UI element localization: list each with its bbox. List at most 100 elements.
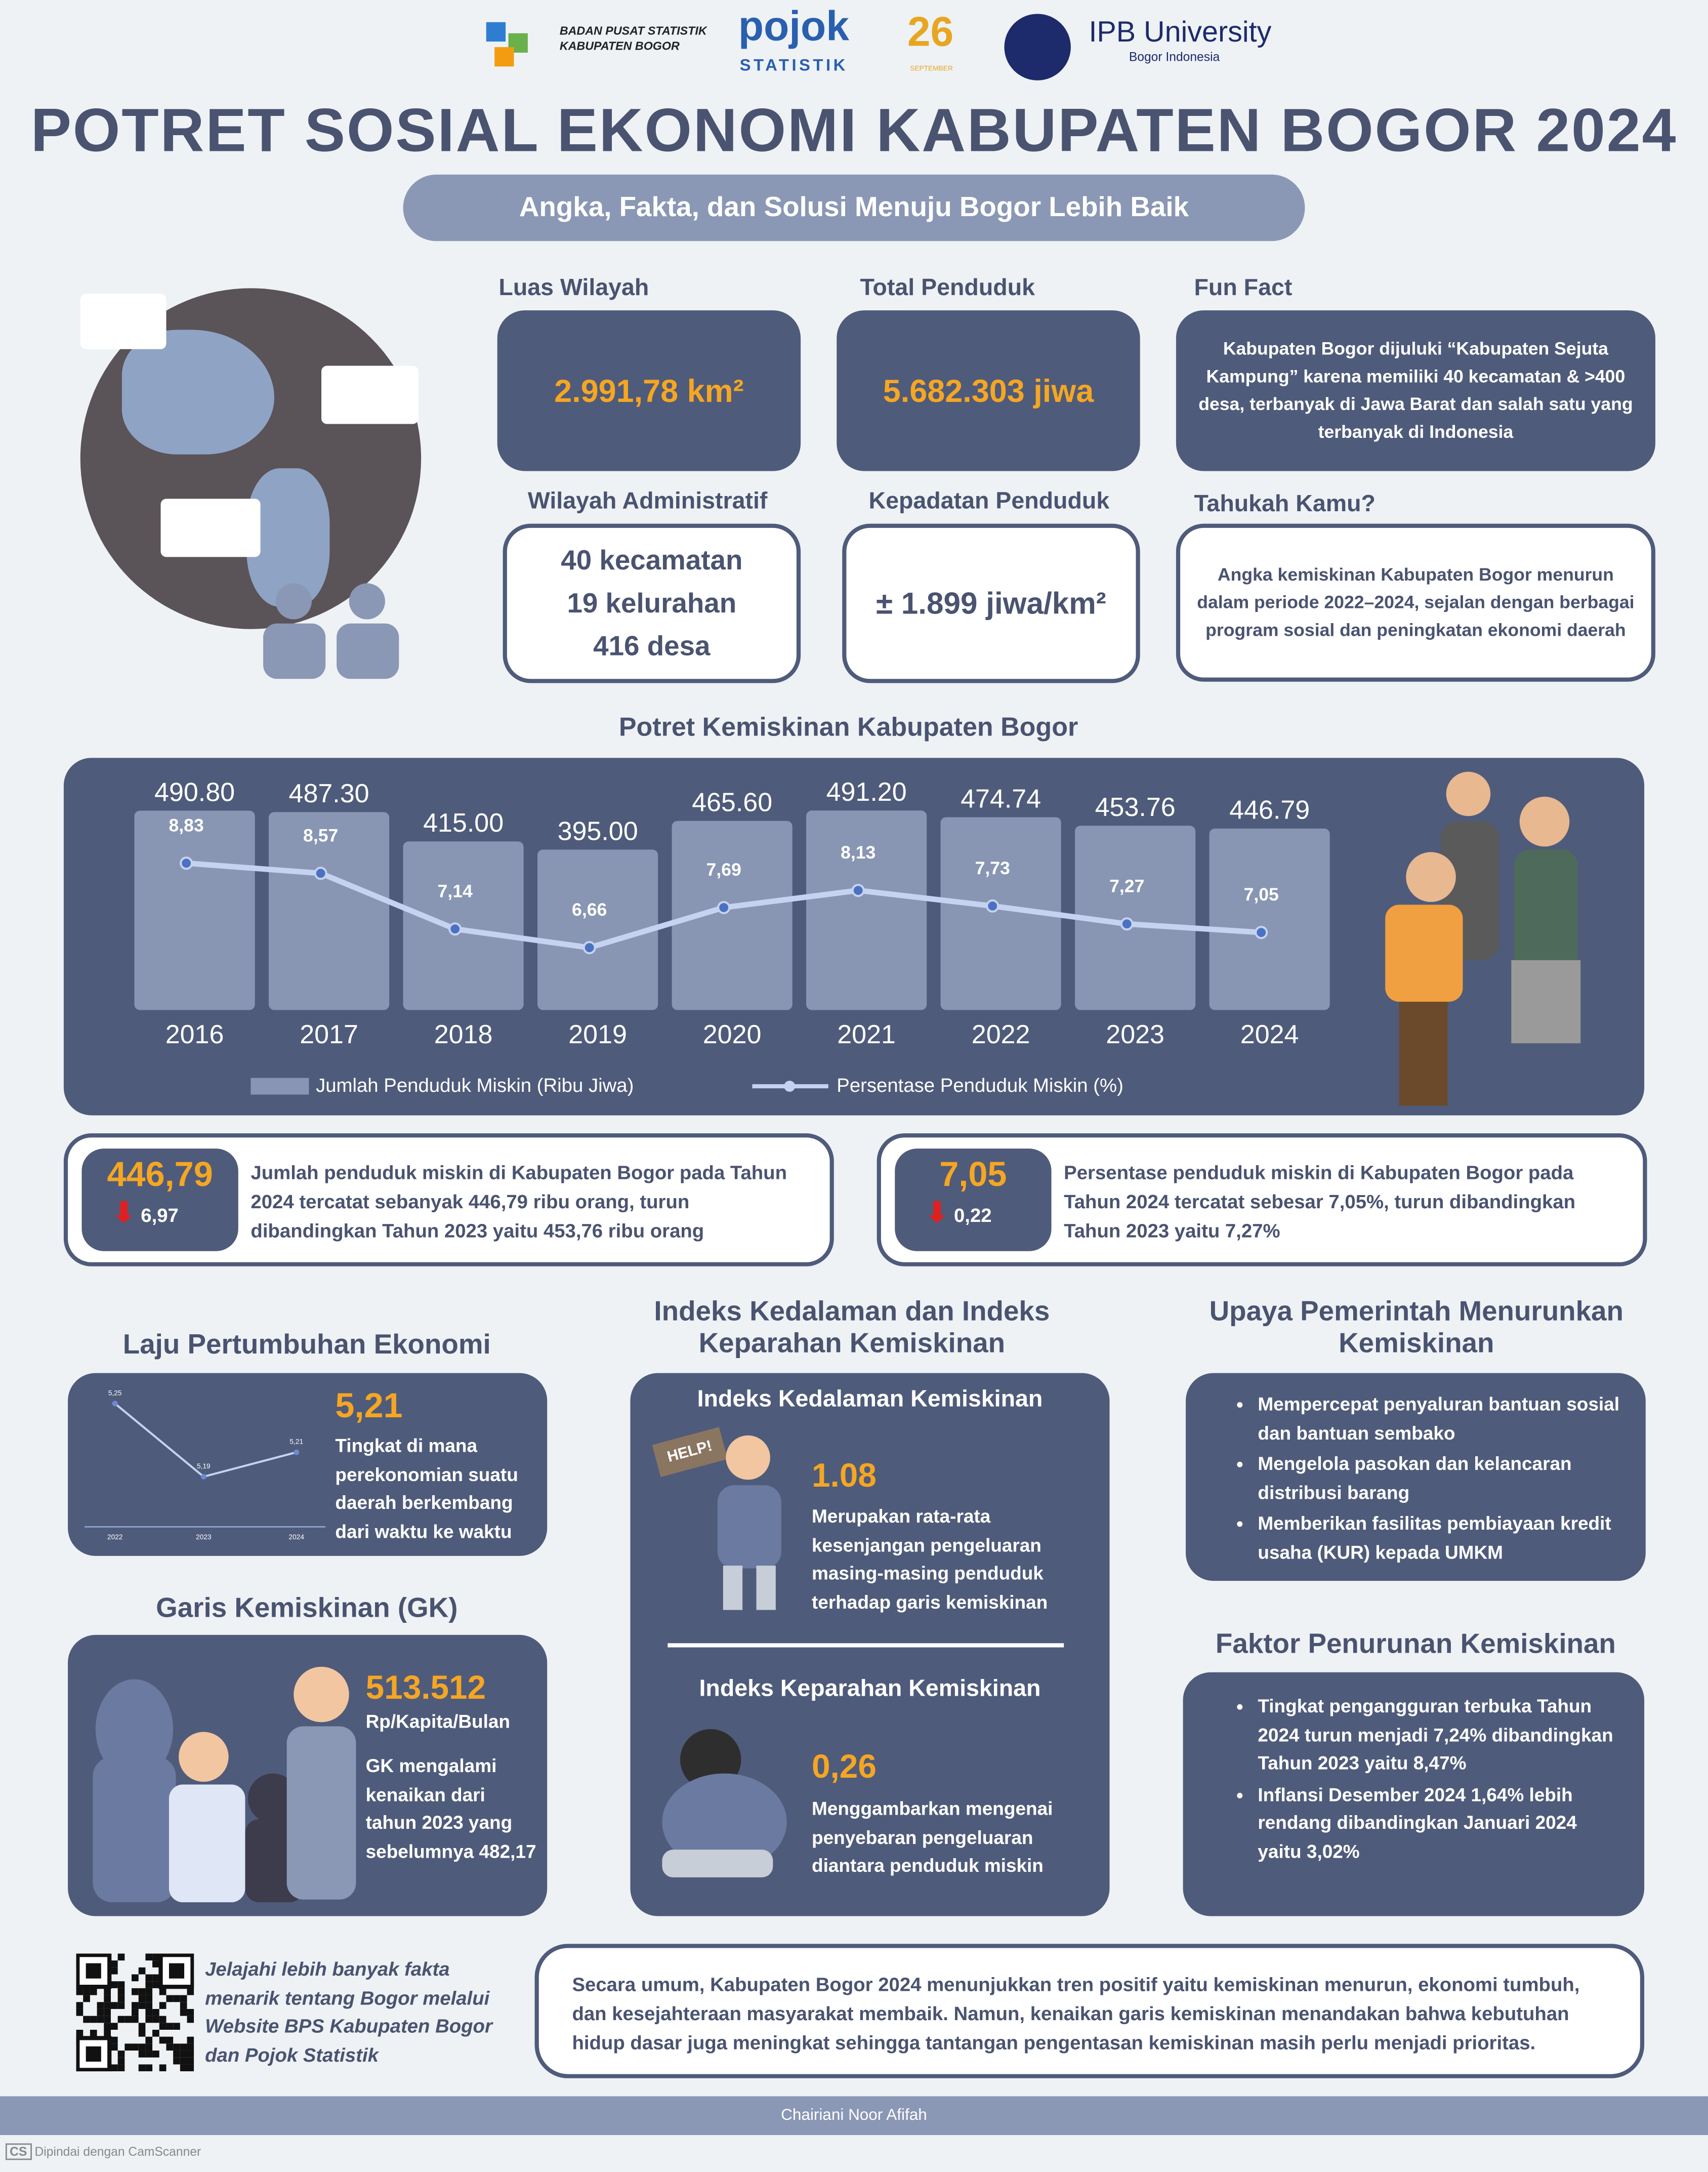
qr-module: [117, 1988, 125, 1995]
chart-title: Potret Kemiskinan Kabupaten Bogor: [618, 713, 1078, 743]
qr-module: [104, 1988, 111, 1995]
qr-module: [104, 1995, 111, 2002]
people-icon: [256, 582, 408, 679]
bar: [269, 812, 390, 1010]
qr-module: [159, 2023, 166, 2030]
bar-value-label: 453.76: [1095, 793, 1176, 822]
qr-module: [187, 2051, 194, 2058]
qr-module: [132, 1974, 139, 1982]
anniversary-logo: 26: [907, 10, 954, 56]
jumlah-miskin-delta: 6,97: [141, 1204, 179, 1226]
funfact-text: Kabupaten Bogor dijuluki “Kabupaten Seju…: [1176, 310, 1655, 471]
qr-module: [187, 1988, 194, 1995]
bar: [403, 841, 524, 1010]
qr-module: [180, 2064, 187, 2072]
qr-module: [152, 2009, 159, 2016]
bar-value-label: 415.00: [423, 808, 504, 838]
qr-module: [145, 2016, 153, 2023]
lpe-point: [294, 1449, 300, 1455]
admin-box: 40 kecamatan 19 kelurahan 416 desa: [503, 523, 801, 683]
kelurahan-count: 19 kelurahan: [567, 589, 737, 620]
percent-point: [1255, 926, 1268, 939]
qr-module: [110, 2036, 118, 2044]
scanner-text: Dipindai dengan CamScanner: [34, 2145, 201, 2159]
qr-code[interactable]: [76, 1953, 194, 2072]
x-tick-label: 2017: [300, 1020, 358, 1049]
lpe-point: [200, 1473, 206, 1480]
penduduk-value: 5.682.303 jiwa: [837, 310, 1140, 471]
qr-module: [180, 2043, 187, 2051]
lpe-point-label: 5,21: [289, 1438, 303, 1446]
upaya-item: Memberikan fasilitas pembiayaan kredit u…: [1258, 1510, 1620, 1567]
qr-finder-center: [86, 2046, 101, 2062]
faktor-item: Inflansi Desember 2024 1,64% lebih renda…: [1258, 1781, 1619, 1866]
qr-module: [132, 2016, 139, 2023]
percent-label: 7,27: [1109, 876, 1144, 896]
bar-value-label: 490.80: [154, 777, 235, 807]
qr-module: [152, 1974, 159, 1982]
qr-module: [145, 1953, 153, 1961]
qr-finder: [158, 1953, 194, 1989]
ipb-logo-sub: Bogor Indonesia: [1129, 50, 1220, 64]
qr-module: [187, 2043, 194, 2051]
x-tick-label: 2023: [1106, 1020, 1164, 1049]
qr-module: [159, 1988, 166, 1995]
bar-value-label: 474.74: [961, 784, 1041, 813]
qr-module: [145, 1988, 153, 1995]
percent-point: [1120, 917, 1134, 931]
indeks-label: Indeks Kedalaman dan Indeks Keparahan Ke…: [654, 1297, 1050, 1360]
x-tick-label: 2024: [1240, 1020, 1299, 1049]
qr-module: [90, 2029, 97, 2037]
qr-module: [145, 1981, 153, 1988]
bar: [537, 849, 658, 1010]
x-tick-label: 2018: [434, 1020, 493, 1049]
qr-module: [110, 2023, 118, 2030]
qr-module: [173, 2043, 180, 2051]
qr-module: [138, 1995, 146, 2002]
x-tick-label: 2020: [703, 1020, 762, 1049]
gk-unit: Rp/Kapita/Bulan: [365, 1711, 511, 1732]
x-tick-label: 2022: [972, 1020, 1030, 1049]
qr-finder-center: [86, 1963, 101, 1979]
qr-module: [180, 1995, 187, 2002]
percent-label: 7,69: [706, 859, 741, 880]
qr-module: [138, 2029, 146, 2037]
x-tick-label: 2024: [289, 1533, 305, 1541]
qr-module: [152, 2051, 159, 2058]
qr-module: [124, 2016, 132, 2023]
qr-module: [117, 1995, 125, 2002]
poverty-chart: 490.80 2016 487.30 2017 415.00 2018 395.00 2019…: [134, 777, 1330, 1049]
bps-logo-text: BADAN PUSAT STATISTIK KABUPATEN BOGOR: [559, 23, 707, 53]
qr-module: [145, 2036, 153, 2044]
qr-module: [76, 1988, 84, 1995]
subtitle: Angka, Fakta, dan Solusi Menuju Bogor Le…: [403, 174, 1305, 241]
qr-module: [117, 2051, 125, 2058]
percent-label: 8,13: [841, 842, 876, 863]
qr-module: [145, 1995, 153, 2002]
qr-module: [152, 1953, 159, 1961]
faktor-item: Tingkat pengangguran terbuka Tahun 2024 …: [1258, 1693, 1619, 1778]
qr-module: [110, 1960, 118, 1968]
luas-value: 2.991,78 km²: [497, 310, 801, 471]
upaya-panel: Mempercepat penyaluran bantuan sosial da…: [1186, 1373, 1646, 1581]
qr-module: [145, 1974, 153, 1982]
legend-bar-label: Jumlah Penduduk Miskin (Ribu Jiwa): [316, 1074, 634, 1096]
x-tick-label: 2022: [107, 1533, 122, 1541]
kepadatan-value: ± 1.899 jiwa/km²: [842, 523, 1140, 683]
percent-point: [448, 922, 462, 936]
bar-value-label: 446.79: [1229, 796, 1310, 825]
qr-module: [104, 2009, 111, 2016]
qr-module: [132, 2002, 139, 2009]
jumlah-miskin-badge: 446,79 ⬇ 6,97: [81, 1149, 238, 1251]
profile-card-icon: [160, 499, 261, 557]
qr-module: [138, 1988, 146, 1995]
qr-module: [117, 2057, 125, 2065]
qr-caption: Jelajahi lebih banyak fakta menarik tent…: [205, 1957, 492, 2065]
qr-module: [104, 2002, 111, 2009]
lpe-point-label: 5,25: [108, 1389, 122, 1397]
qr-module: [138, 2043, 146, 2051]
divider: [668, 1643, 1064, 1648]
qr-module: [76, 2029, 84, 2037]
qr-module: [166, 1995, 174, 2002]
